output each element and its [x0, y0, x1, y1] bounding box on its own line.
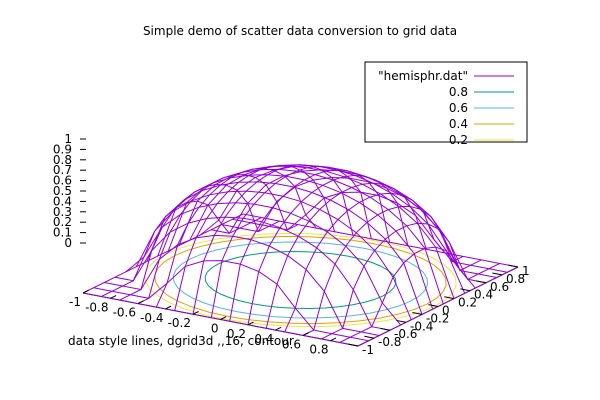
surface-mesh-line	[210, 169, 487, 284]
x-tick-mark	[192, 310, 199, 315]
x-tick-label: -0.2	[168, 316, 191, 330]
x-axis-ticks: -1 -0.8 -0.6 -0.4 -0.2 0 0.2 0.4 0.6 0.8	[69, 289, 337, 357]
y-tick-label: 1	[522, 264, 530, 278]
y-tick-mark	[444, 296, 455, 300]
y-tick-mark	[492, 272, 503, 276]
surface-mesh-line	[242, 213, 519, 268]
y-tick-label: 0.8	[506, 272, 525, 286]
surface-mesh-line	[93, 260, 369, 342]
z-tick-label: 1	[64, 132, 72, 146]
z-tick-label: 0.7	[53, 163, 72, 177]
x-tick-label: -0.8	[85, 300, 108, 314]
z-tick-label: 0.8	[53, 153, 72, 167]
surface-mesh-line	[339, 246, 500, 343]
x-tick-label: -0.6	[113, 306, 136, 320]
x-tick-mark	[137, 300, 144, 305]
y-tick-mark	[380, 327, 391, 331]
surface-mesh-line	[321, 222, 482, 340]
contour-line-0.6	[172, 241, 429, 319]
x-tick-mark	[302, 332, 309, 336]
x-tick-mark	[330, 337, 337, 342]
y-tick-mark	[428, 304, 439, 307]
legend-label: "hemisphr.dat"	[378, 69, 468, 83]
z-tick-label: 0.1	[53, 226, 72, 240]
surface-mesh-line	[135, 190, 412, 320]
z-tick-label: 0.6	[53, 174, 72, 188]
surface-mesh-line	[104, 234, 380, 336]
z-tick-label: 0.4	[53, 194, 72, 208]
y-tick-mark	[508, 264, 519, 268]
y-tick-mark	[364, 335, 375, 339]
chart-title: Simple demo of scatter data conversion t…	[143, 24, 457, 38]
x-tick-label: 0	[211, 322, 219, 336]
y-tick-label: -0.4	[410, 319, 433, 333]
x-axis-label: data style lines, dgrid3d ,,16, contour	[68, 334, 294, 348]
legend-label: 0.8	[449, 85, 468, 99]
contour-line-0.8	[204, 250, 397, 310]
surface-mesh-line	[82, 213, 244, 294]
z-tick-label: 0.5	[53, 184, 72, 198]
surface-mesh-line	[146, 181, 423, 315]
x-tick-label: 0.2	[227, 327, 246, 341]
z-tick-label: 0.3	[53, 205, 72, 219]
contour-line-0.4	[154, 235, 447, 325]
y-tick-label: 0.6	[490, 280, 509, 294]
x-tick-mark	[247, 321, 254, 326]
surface-mesh-line	[189, 164, 466, 294]
surface-mesh-line	[174, 164, 336, 311]
x-tick-label: 0.4	[254, 332, 273, 346]
y-tick-mark	[476, 280, 487, 284]
x-tick-mark	[110, 295, 117, 299]
surface-mesh-line	[178, 165, 455, 299]
z-tick-label: 0	[64, 236, 72, 250]
y-tick-mark	[348, 343, 359, 347]
x-tick-mark	[82, 289, 89, 294]
surface-mesh	[82, 164, 519, 347]
surface-mesh-line	[210, 165, 372, 318]
surface-mesh-line	[265, 182, 427, 329]
surface-mesh-line	[119, 183, 280, 301]
surface-mesh-line	[221, 176, 497, 278]
y-tick-label: -0.8	[378, 335, 401, 349]
y-tick-mark	[412, 312, 423, 315]
surface-mesh-line	[302, 205, 464, 336]
y-tick-label: 0.2	[458, 296, 477, 310]
surface-mesh-line	[101, 200, 262, 297]
y-tick-label: 0.4	[474, 288, 493, 302]
y-tick-label: -0.6	[394, 327, 417, 341]
x-tick-mark	[220, 316, 227, 320]
x-tick-label: 0.6	[282, 337, 301, 351]
surface-mesh-line	[114, 216, 391, 331]
x-tick-mark	[165, 305, 172, 310]
z-tick-label: 0.2	[53, 215, 72, 229]
x-tick-label: -1	[69, 295, 81, 309]
legend-label: 0.2	[449, 133, 468, 147]
y-tick-label: 0	[442, 304, 450, 318]
y-tick-mark	[460, 288, 471, 292]
x-tick-label: -0.4	[140, 311, 163, 325]
surface-mesh-line	[232, 191, 508, 273]
legend-box	[364, 61, 528, 143]
surface-mesh-line	[229, 169, 391, 322]
surface-mesh-line	[155, 167, 317, 308]
legend-label: 0.4	[449, 117, 468, 131]
y-axis-ticks: -1 -0.8-0.6-0.4-0.20 0.20.40.60.81	[348, 264, 530, 357]
y-tick-label: -1	[362, 343, 374, 357]
legend-label: 0.6	[449, 101, 468, 115]
x-tick-label: 0.8	[309, 343, 328, 357]
z-axis: 00.10.20.30.40.50.60.70.80.91	[53, 132, 86, 250]
surface-mesh-line	[192, 164, 354, 315]
x-tick-mark	[275, 326, 282, 331]
surface-mesh-line	[137, 174, 299, 305]
y-tick-label: -0.2	[426, 311, 449, 325]
surface-mesh-line	[284, 192, 446, 333]
z-tick-label: 0.9	[53, 142, 72, 156]
y-tick-mark	[396, 319, 407, 323]
legend: "hemisphr.dat" 0.8 0.6 0.4 0.2	[364, 61, 528, 147]
